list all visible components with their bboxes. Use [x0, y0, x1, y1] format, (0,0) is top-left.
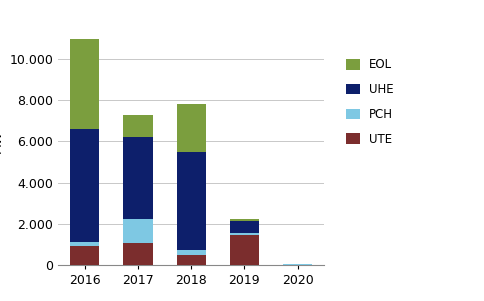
Bar	[70, 39, 99, 129]
Bar	[123, 115, 152, 137]
Bar	[177, 250, 206, 255]
Bar	[123, 243, 152, 265]
Bar	[123, 219, 152, 243]
Y-axis label: MW: MW	[0, 130, 4, 153]
Bar	[230, 219, 259, 221]
Bar	[230, 221, 259, 233]
Bar	[177, 104, 206, 152]
Bar	[230, 233, 259, 235]
Bar	[283, 264, 312, 265]
Bar	[70, 129, 99, 242]
Bar	[177, 255, 206, 265]
Legend: EOL, UHE, PCH, UTE: EOL, UHE, PCH, UTE	[341, 54, 398, 150]
Bar	[230, 235, 259, 265]
Bar	[70, 246, 99, 265]
Bar	[70, 242, 99, 246]
Bar	[123, 137, 152, 219]
Bar	[177, 152, 206, 250]
